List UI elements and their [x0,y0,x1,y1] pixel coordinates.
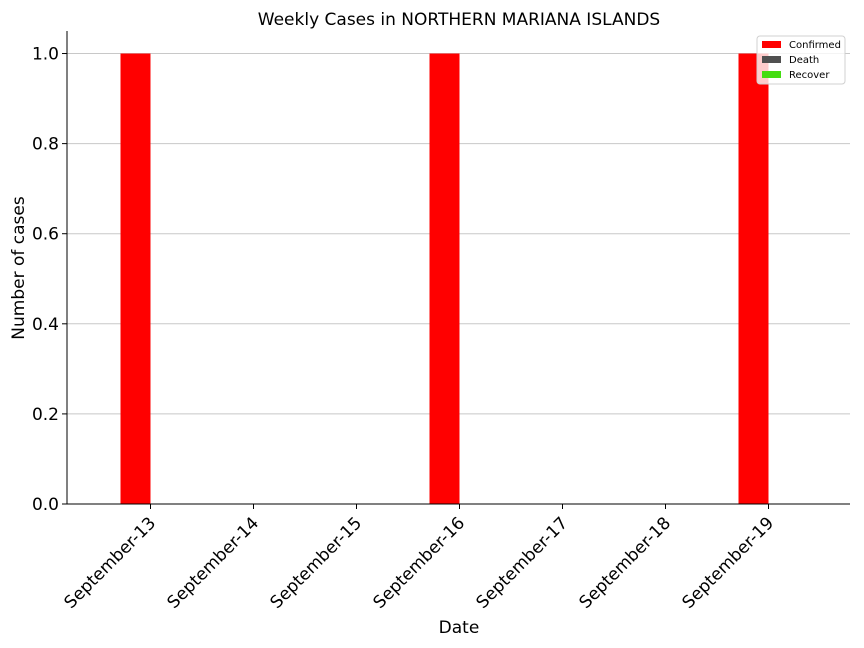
bar-confirmed [429,53,460,505]
y-tick-label: 0.4 [32,315,59,335]
x-tick-label: September-19 [679,513,778,612]
bar-confirmed [738,53,769,505]
legend-swatch-death [762,56,781,63]
bars [120,53,769,505]
x-tick-label: September-14 [164,513,263,612]
legend-label-death: Death [789,55,819,66]
y-tick-label: 0.8 [32,135,59,155]
legend: Confirmed Death Recover [756,35,846,85]
chart-title: Weekly Cases in NORTHERN MARIANA ISLANDS [258,10,660,30]
legend-swatch-recover [762,71,781,78]
x-tick-label: September-13 [61,513,160,612]
x-ticks: September-13 September-14 September-15 Sept… [61,504,778,613]
y-tick-label: 0.6 [32,225,59,245]
x-tick-label: September-15 [267,513,366,612]
x-tick-label: September-17 [473,513,572,612]
y-tick-label: 0.2 [32,405,59,425]
y-tick-label: 0.0 [32,495,59,515]
x-axis-title: Date [439,618,480,638]
bar-confirmed [120,53,151,505]
x-tick-label: September-16 [370,513,469,612]
legend-label-confirmed: Confirmed [789,40,841,51]
y-axis-title: Number of cases [9,196,29,340]
y-ticks: 0.0 0.2 0.4 0.6 0.8 1.0 [32,45,67,515]
axes [66,31,850,505]
legend-label-recover: Recover [789,70,830,81]
x-tick-label: September-18 [576,513,675,612]
y-tick-label: 1.0 [32,45,59,65]
legend-swatch-confirmed [762,41,781,48]
